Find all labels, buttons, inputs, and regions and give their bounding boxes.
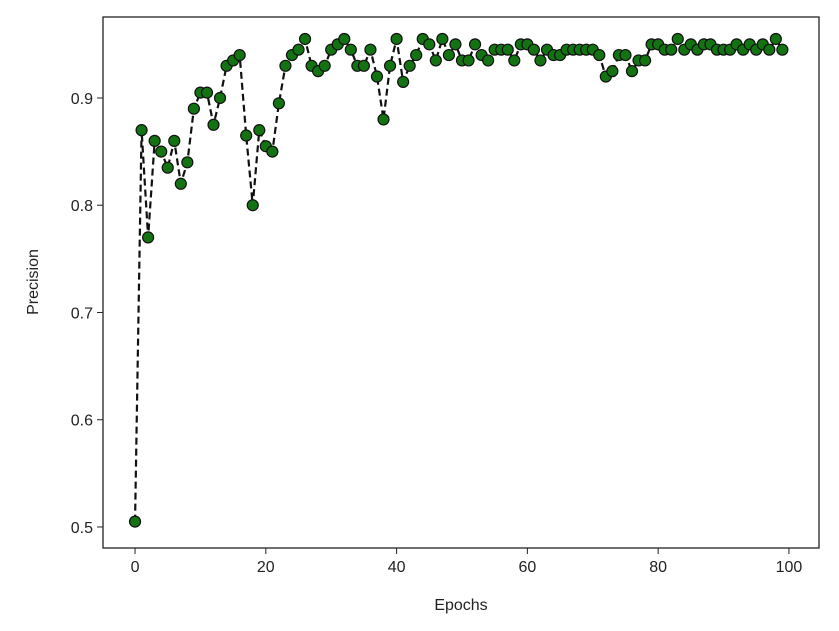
- data-point: [449, 38, 462, 51]
- data-point: [168, 134, 181, 147]
- data-point: [436, 32, 449, 46]
- data-point: [135, 124, 148, 137]
- data-line: [133, 35, 784, 522]
- y-tick-label: 0.7: [71, 305, 93, 322]
- data-point: [763, 43, 776, 56]
- data-point: [508, 54, 521, 67]
- data-point: [148, 134, 161, 147]
- data-point: [468, 38, 482, 51]
- data-point: [370, 70, 384, 83]
- data-point: [364, 43, 377, 56]
- y-tick-label: 0.8: [71, 198, 93, 215]
- data-point: [187, 102, 200, 115]
- plot-frame: [102, 16, 820, 549]
- y-tick-label: 0.6: [71, 413, 93, 430]
- data-point: [344, 43, 357, 56]
- data-point: [482, 54, 495, 67]
- data-point: [292, 43, 305, 56]
- data-point: [279, 59, 292, 72]
- data-point: [213, 91, 227, 105]
- data-point: [665, 43, 678, 56]
- data-point: [318, 59, 331, 72]
- data-point: [769, 32, 782, 46]
- data-point: [207, 118, 220, 131]
- data-point: [534, 54, 547, 67]
- data-point: [128, 515, 142, 528]
- data-point: [776, 43, 789, 56]
- y-axis-label: Precision: [25, 249, 42, 315]
- data-point: [298, 32, 312, 46]
- data-point: [266, 145, 279, 158]
- data-point: [606, 65, 619, 78]
- x-tick-label: 0: [131, 559, 140, 576]
- data-point: [501, 43, 514, 56]
- y-tick-label: 0.5: [71, 520, 93, 537]
- y-tick-label: 0.9: [71, 91, 93, 108]
- data-point: [410, 48, 423, 62]
- data-point: [253, 124, 266, 137]
- data-point: [383, 59, 397, 72]
- data-point: [272, 97, 285, 110]
- data-point: [527, 43, 541, 56]
- data-point: [200, 86, 214, 99]
- data-point: [377, 113, 390, 126]
- x-tick-label: 40: [388, 559, 406, 576]
- data-point: [233, 48, 246, 62]
- data-point: [161, 161, 174, 174]
- data-point: [155, 145, 168, 158]
- data-point: [181, 156, 194, 169]
- data-point: [357, 59, 370, 72]
- data-point: [397, 75, 410, 88]
- x-tick-label: 100: [776, 559, 803, 576]
- data-point: [174, 177, 187, 190]
- data-point: [423, 38, 436, 51]
- x-tick-label: 60: [518, 559, 536, 576]
- data-point: [593, 48, 606, 62]
- data-point: [638, 54, 652, 67]
- data-point: [240, 129, 253, 142]
- data-point: [403, 59, 416, 72]
- data-point: [142, 231, 155, 244]
- data-point: [442, 48, 456, 62]
- data-point: [338, 32, 351, 46]
- data-point: [390, 32, 403, 46]
- data-point: [671, 32, 684, 46]
- x-axis-label: Epochs: [434, 597, 487, 614]
- data-point: [462, 54, 475, 67]
- data-point: [619, 48, 632, 62]
- x-tick-label: 20: [257, 559, 275, 576]
- data-point: [625, 65, 639, 78]
- x-tick-label: 80: [649, 559, 667, 576]
- data-point: [429, 54, 442, 67]
- data-point: [246, 199, 259, 212]
